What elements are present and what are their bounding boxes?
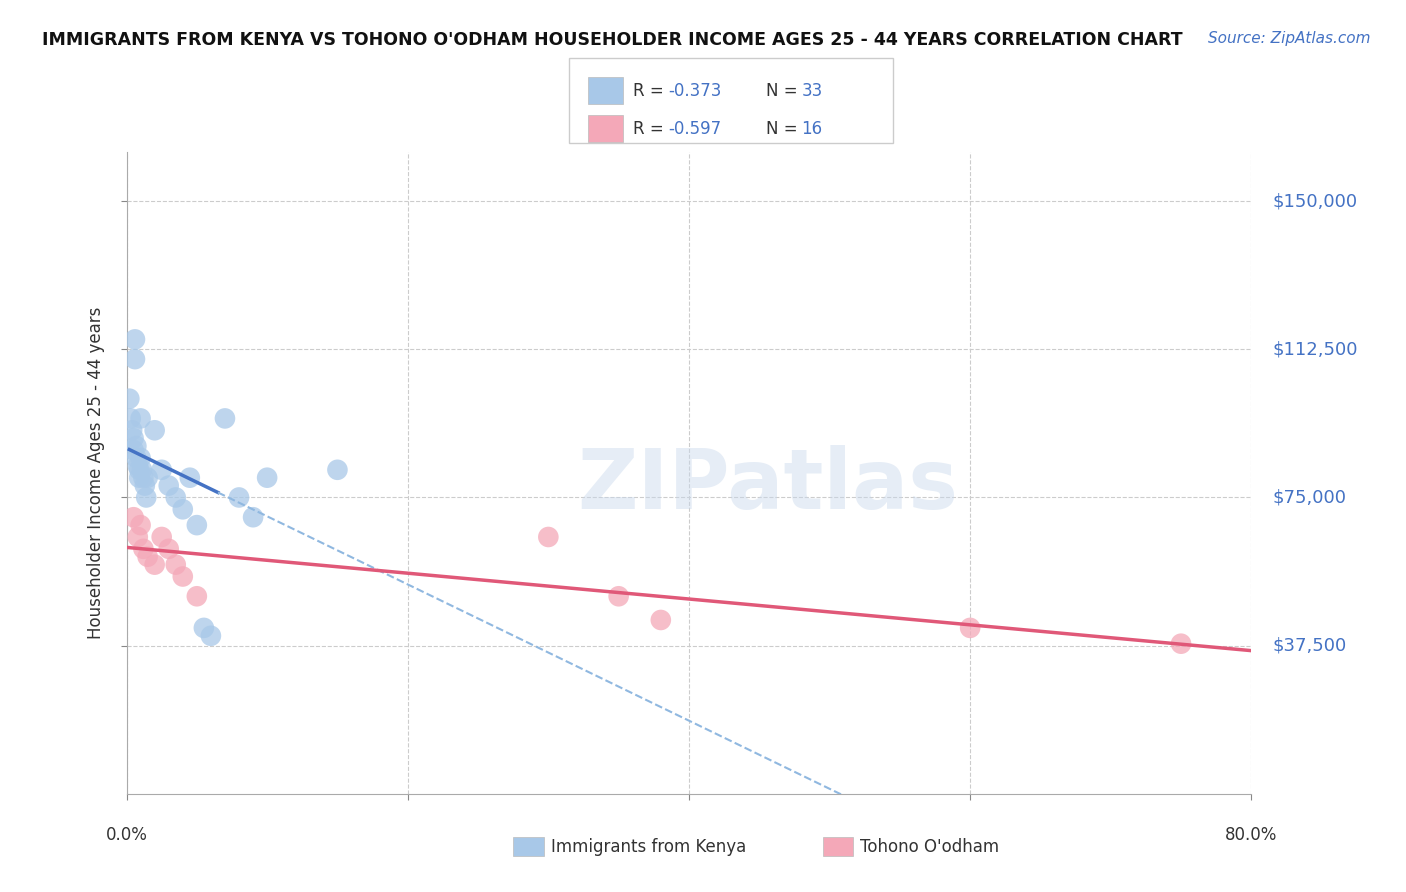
- Point: [122, 431, 145, 445]
- Text: 16: 16: [801, 120, 823, 137]
- Point: [120, 411, 142, 425]
- Point: [326, 463, 349, 477]
- Point: [256, 471, 278, 485]
- Point: [650, 613, 672, 627]
- Point: [125, 439, 148, 453]
- Point: [157, 541, 180, 556]
- Point: [127, 458, 149, 473]
- Point: [959, 621, 981, 635]
- Point: [179, 471, 201, 485]
- Point: [214, 411, 236, 425]
- Point: [129, 411, 152, 425]
- Point: [165, 558, 187, 572]
- Point: [129, 518, 152, 533]
- Point: [131, 463, 153, 477]
- Point: [135, 491, 157, 505]
- Point: [124, 352, 146, 367]
- Text: $37,500: $37,500: [1272, 637, 1347, 655]
- Text: N =: N =: [766, 82, 803, 100]
- Text: 33: 33: [801, 82, 823, 100]
- Point: [132, 541, 155, 556]
- Text: ZIPatlas: ZIPatlas: [578, 445, 957, 526]
- Text: Source: ZipAtlas.com: Source: ZipAtlas.com: [1208, 31, 1371, 46]
- Point: [136, 471, 159, 485]
- Text: Tohono O'odham: Tohono O'odham: [860, 838, 1000, 855]
- Text: R =: R =: [633, 120, 669, 137]
- Point: [150, 463, 173, 477]
- Point: [143, 558, 166, 572]
- Point: [125, 450, 148, 465]
- Text: 80.0%: 80.0%: [1225, 826, 1278, 844]
- Text: -0.597: -0.597: [668, 120, 721, 137]
- Point: [143, 423, 166, 437]
- Point: [128, 471, 150, 485]
- Point: [134, 478, 156, 492]
- Text: Immigrants from Kenya: Immigrants from Kenya: [551, 838, 747, 855]
- Point: [121, 423, 143, 437]
- Point: [124, 332, 146, 346]
- Point: [132, 471, 155, 485]
- Point: [193, 621, 215, 635]
- Point: [1170, 637, 1192, 651]
- Point: [165, 491, 187, 505]
- Point: [186, 518, 208, 533]
- Text: 0.0%: 0.0%: [105, 826, 148, 844]
- Text: R =: R =: [633, 82, 669, 100]
- Point: [118, 392, 141, 406]
- Text: $112,500: $112,500: [1272, 340, 1358, 359]
- Point: [150, 530, 173, 544]
- Point: [129, 450, 152, 465]
- Point: [157, 478, 180, 492]
- Text: $75,000: $75,000: [1272, 489, 1347, 507]
- Point: [172, 569, 194, 583]
- Text: N =: N =: [766, 120, 803, 137]
- Point: [242, 510, 264, 524]
- Point: [122, 443, 145, 458]
- Text: $150,000: $150,000: [1272, 192, 1358, 210]
- Point: [122, 510, 145, 524]
- Point: [200, 629, 222, 643]
- Point: [128, 463, 150, 477]
- Point: [127, 530, 149, 544]
- Text: IMMIGRANTS FROM KENYA VS TOHONO O'ODHAM HOUSEHOLDER INCOME AGES 25 - 44 YEARS CO: IMMIGRANTS FROM KENYA VS TOHONO O'ODHAM …: [42, 31, 1182, 49]
- Point: [607, 589, 630, 603]
- Point: [172, 502, 194, 516]
- Point: [136, 549, 159, 564]
- Text: -0.373: -0.373: [668, 82, 721, 100]
- Point: [186, 589, 208, 603]
- Y-axis label: Householder Income Ages 25 - 44 years: Householder Income Ages 25 - 44 years: [87, 307, 105, 639]
- Point: [537, 530, 560, 544]
- Point: [228, 491, 250, 505]
